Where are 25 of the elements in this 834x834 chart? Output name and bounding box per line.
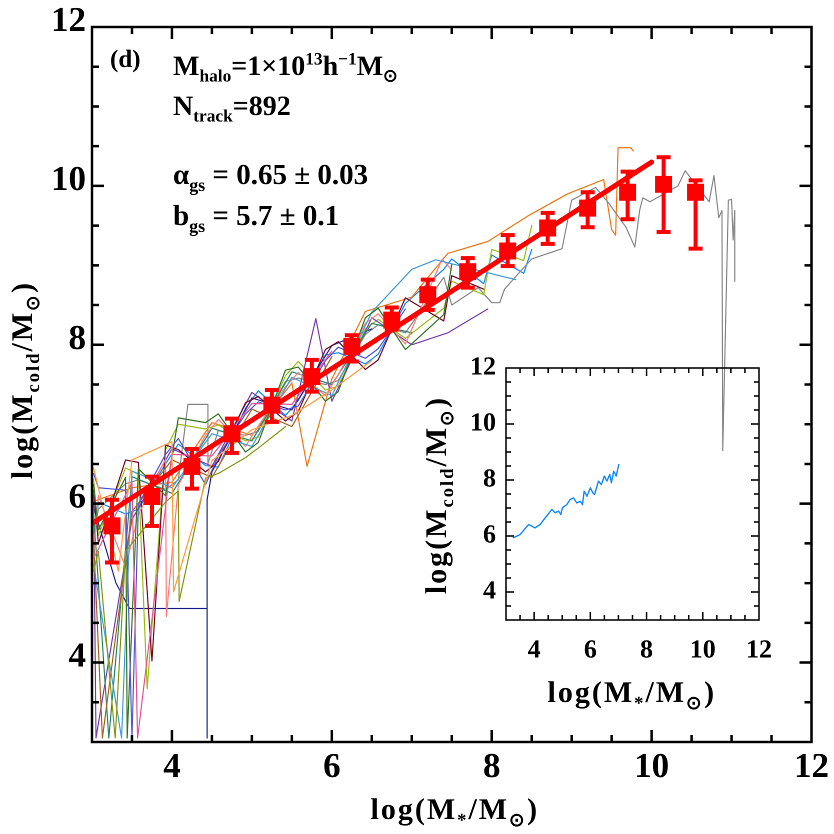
x-tick-label: 8	[640, 634, 654, 664]
y-tick-label: 8	[483, 464, 496, 493]
x-tick-label: 12	[746, 634, 772, 664]
y-tick-label: 8	[68, 318, 86, 357]
annotation: N$_{track}$=892	[173, 91, 291, 126]
y-tick-label: 4	[483, 576, 496, 605]
y-tick-label: 10	[470, 408, 496, 437]
y-tick-label: 12	[470, 352, 496, 381]
annotation: b$_{gs}$ = 5.7 ± 0.1	[173, 200, 340, 236]
x-axis-title: log(M$_{*}$/M$_{⊙}$)	[370, 793, 540, 831]
y-tick-label: 12	[51, 0, 86, 40]
x-axis-title: log(M$_{*}$/M$_{⊙}$)	[548, 676, 716, 714]
x-tick-label: 12	[794, 746, 829, 786]
annotation: M$_{halo}$=1×10$^{13}$h$^{−1}$M$_{⊙}$	[173, 50, 398, 86]
x-tick-label: 4	[163, 746, 181, 786]
x-tick-label: 4	[528, 634, 541, 664]
x-tick-label: 6	[323, 746, 341, 786]
annotation: α$_{gs}$ = 0.65 ± 0.03	[173, 159, 368, 195]
y-tick-label: 6	[483, 520, 496, 549]
annotation: (d)	[110, 46, 141, 73]
x-tick-label: 10	[634, 746, 670, 786]
y-tick-label: 10	[51, 158, 86, 198]
y-tick-label: 6	[68, 476, 86, 516]
x-tick-label: 10	[690, 634, 716, 664]
x-tick-label: 6	[584, 634, 597, 664]
